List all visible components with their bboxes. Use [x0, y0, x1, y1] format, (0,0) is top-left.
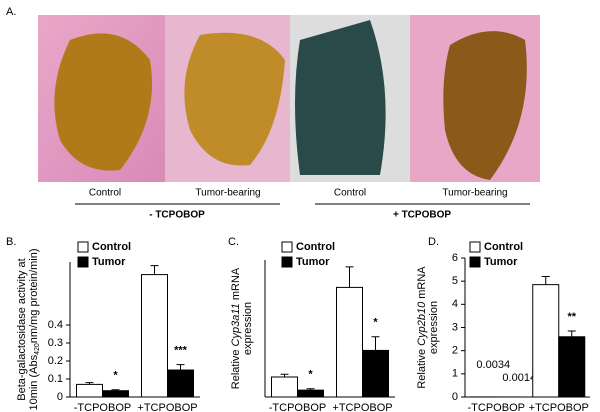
y-tick-label: 1 — [452, 368, 458, 380]
legend-swatch — [281, 241, 293, 253]
x-tick-label: -TCPOBOP — [269, 402, 326, 412]
bar — [167, 369, 194, 398]
y-axis-label-part: Cyp3a11 — [230, 303, 242, 346]
group-label: - TCPOBOP — [149, 210, 205, 221]
legend-label: Control — [296, 241, 335, 253]
error-bar — [111, 389, 120, 391]
y-axis-label-part: mRNA — [230, 267, 242, 303]
y-axis-label: Relative Cyp3a11 mRNA — [230, 267, 242, 389]
legend-label: Control — [484, 241, 523, 253]
value-label: 0.0014 — [502, 372, 536, 384]
y-axis-label: expression — [242, 302, 254, 355]
error-bar — [345, 266, 354, 288]
y-axis-label-part: expression — [428, 301, 440, 354]
bar — [271, 376, 298, 398]
legend-label: Tumor — [296, 256, 330, 268]
error-bar — [176, 364, 185, 370]
y-axis-label-part: Relative — [416, 346, 428, 389]
panel-letter: A. — [6, 6, 16, 18]
y-axis-label-part: mRNA — [416, 266, 428, 302]
legend-label: Tumor — [484, 256, 518, 268]
error-bar — [541, 276, 550, 285]
y-axis-label-part: 420 — [34, 343, 41, 355]
x-tick-label: +TCPOBOP — [137, 402, 197, 412]
error-bar — [567, 330, 576, 337]
bar — [362, 349, 389, 398]
significance: *** — [174, 345, 188, 357]
y-tick-label: 6 — [452, 252, 458, 264]
y-tick-label: 0.2 — [48, 355, 63, 367]
y-tick-label: 3 — [452, 321, 458, 333]
bar — [532, 284, 560, 398]
y-axis-label-part: Cyp2b10 — [416, 301, 428, 346]
panel-letter: B. — [6, 236, 16, 248]
legend-swatch — [469, 241, 481, 253]
y-axis-label-part: expression — [242, 302, 254, 355]
x-tick-label: +TCPOBOP — [332, 402, 392, 412]
photos — [38, 15, 540, 182]
x-tick-label: +TCPOBOP — [529, 402, 589, 412]
x-tick-label: -TCPOBOP — [468, 402, 525, 412]
legend-label: Tumor — [92, 256, 126, 268]
error-bar — [280, 373, 289, 377]
error-bar — [306, 388, 315, 391]
significance: * — [113, 370, 118, 382]
panel-letter: C. — [228, 236, 239, 248]
photo-label: Tumor-bearing — [442, 188, 507, 199]
y-axis-label-part: 10min (Abs — [28, 354, 40, 410]
error-bar — [150, 265, 159, 275]
y-axis-label: 10min (Abs420nm/mg protein/min) — [28, 248, 41, 410]
y-tick-label: 0.1 — [48, 373, 63, 385]
legend-swatch — [469, 256, 481, 268]
y-tick-label: 5 — [452, 275, 458, 287]
significance: ** — [567, 311, 576, 323]
y-axis-label-part: nm/mg protein/min) — [28, 248, 40, 343]
y-tick-label: 0.4 — [48, 319, 63, 331]
legend-label: Control — [92, 241, 131, 253]
legend-swatch — [77, 241, 89, 253]
legend-swatch — [77, 256, 89, 268]
panel-letter: D. — [428, 236, 439, 248]
y-tick-label: 0 — [452, 391, 458, 403]
error-bar — [85, 382, 94, 385]
y-axis-label-part: Beta-galactosidase activity at — [16, 258, 28, 400]
y-tick-label: 2 — [452, 345, 458, 357]
bar — [76, 383, 103, 398]
bar — [102, 390, 129, 398]
significance: * — [373, 317, 378, 329]
photo-label: Control — [89, 188, 121, 199]
legend-swatch — [281, 256, 293, 268]
bar — [297, 389, 324, 398]
value-label: 0.0034 — [476, 359, 510, 371]
bar — [336, 286, 363, 398]
error-bar — [371, 336, 380, 351]
y-axis-label: Beta-galactosidase activity at — [16, 258, 28, 400]
y-axis-label-part: Relative — [230, 346, 242, 389]
photo-label: Tumor-bearing — [195, 188, 260, 199]
group-label: + TCPOBOP — [393, 210, 451, 221]
y-axis-label: expression — [428, 301, 440, 354]
y-tick-label: 4 — [452, 298, 458, 310]
y-tick-label: 0.3 — [48, 337, 63, 349]
bar — [558, 336, 586, 398]
significance: * — [308, 369, 313, 381]
x-tick-label: -TCPOBOP — [74, 402, 131, 412]
y-tick-label: 0 — [57, 391, 63, 403]
y-axis-label: Relative Cyp2b10 mRNA — [416, 266, 428, 389]
bar — [141, 274, 168, 398]
photo-label: Control — [334, 188, 366, 199]
